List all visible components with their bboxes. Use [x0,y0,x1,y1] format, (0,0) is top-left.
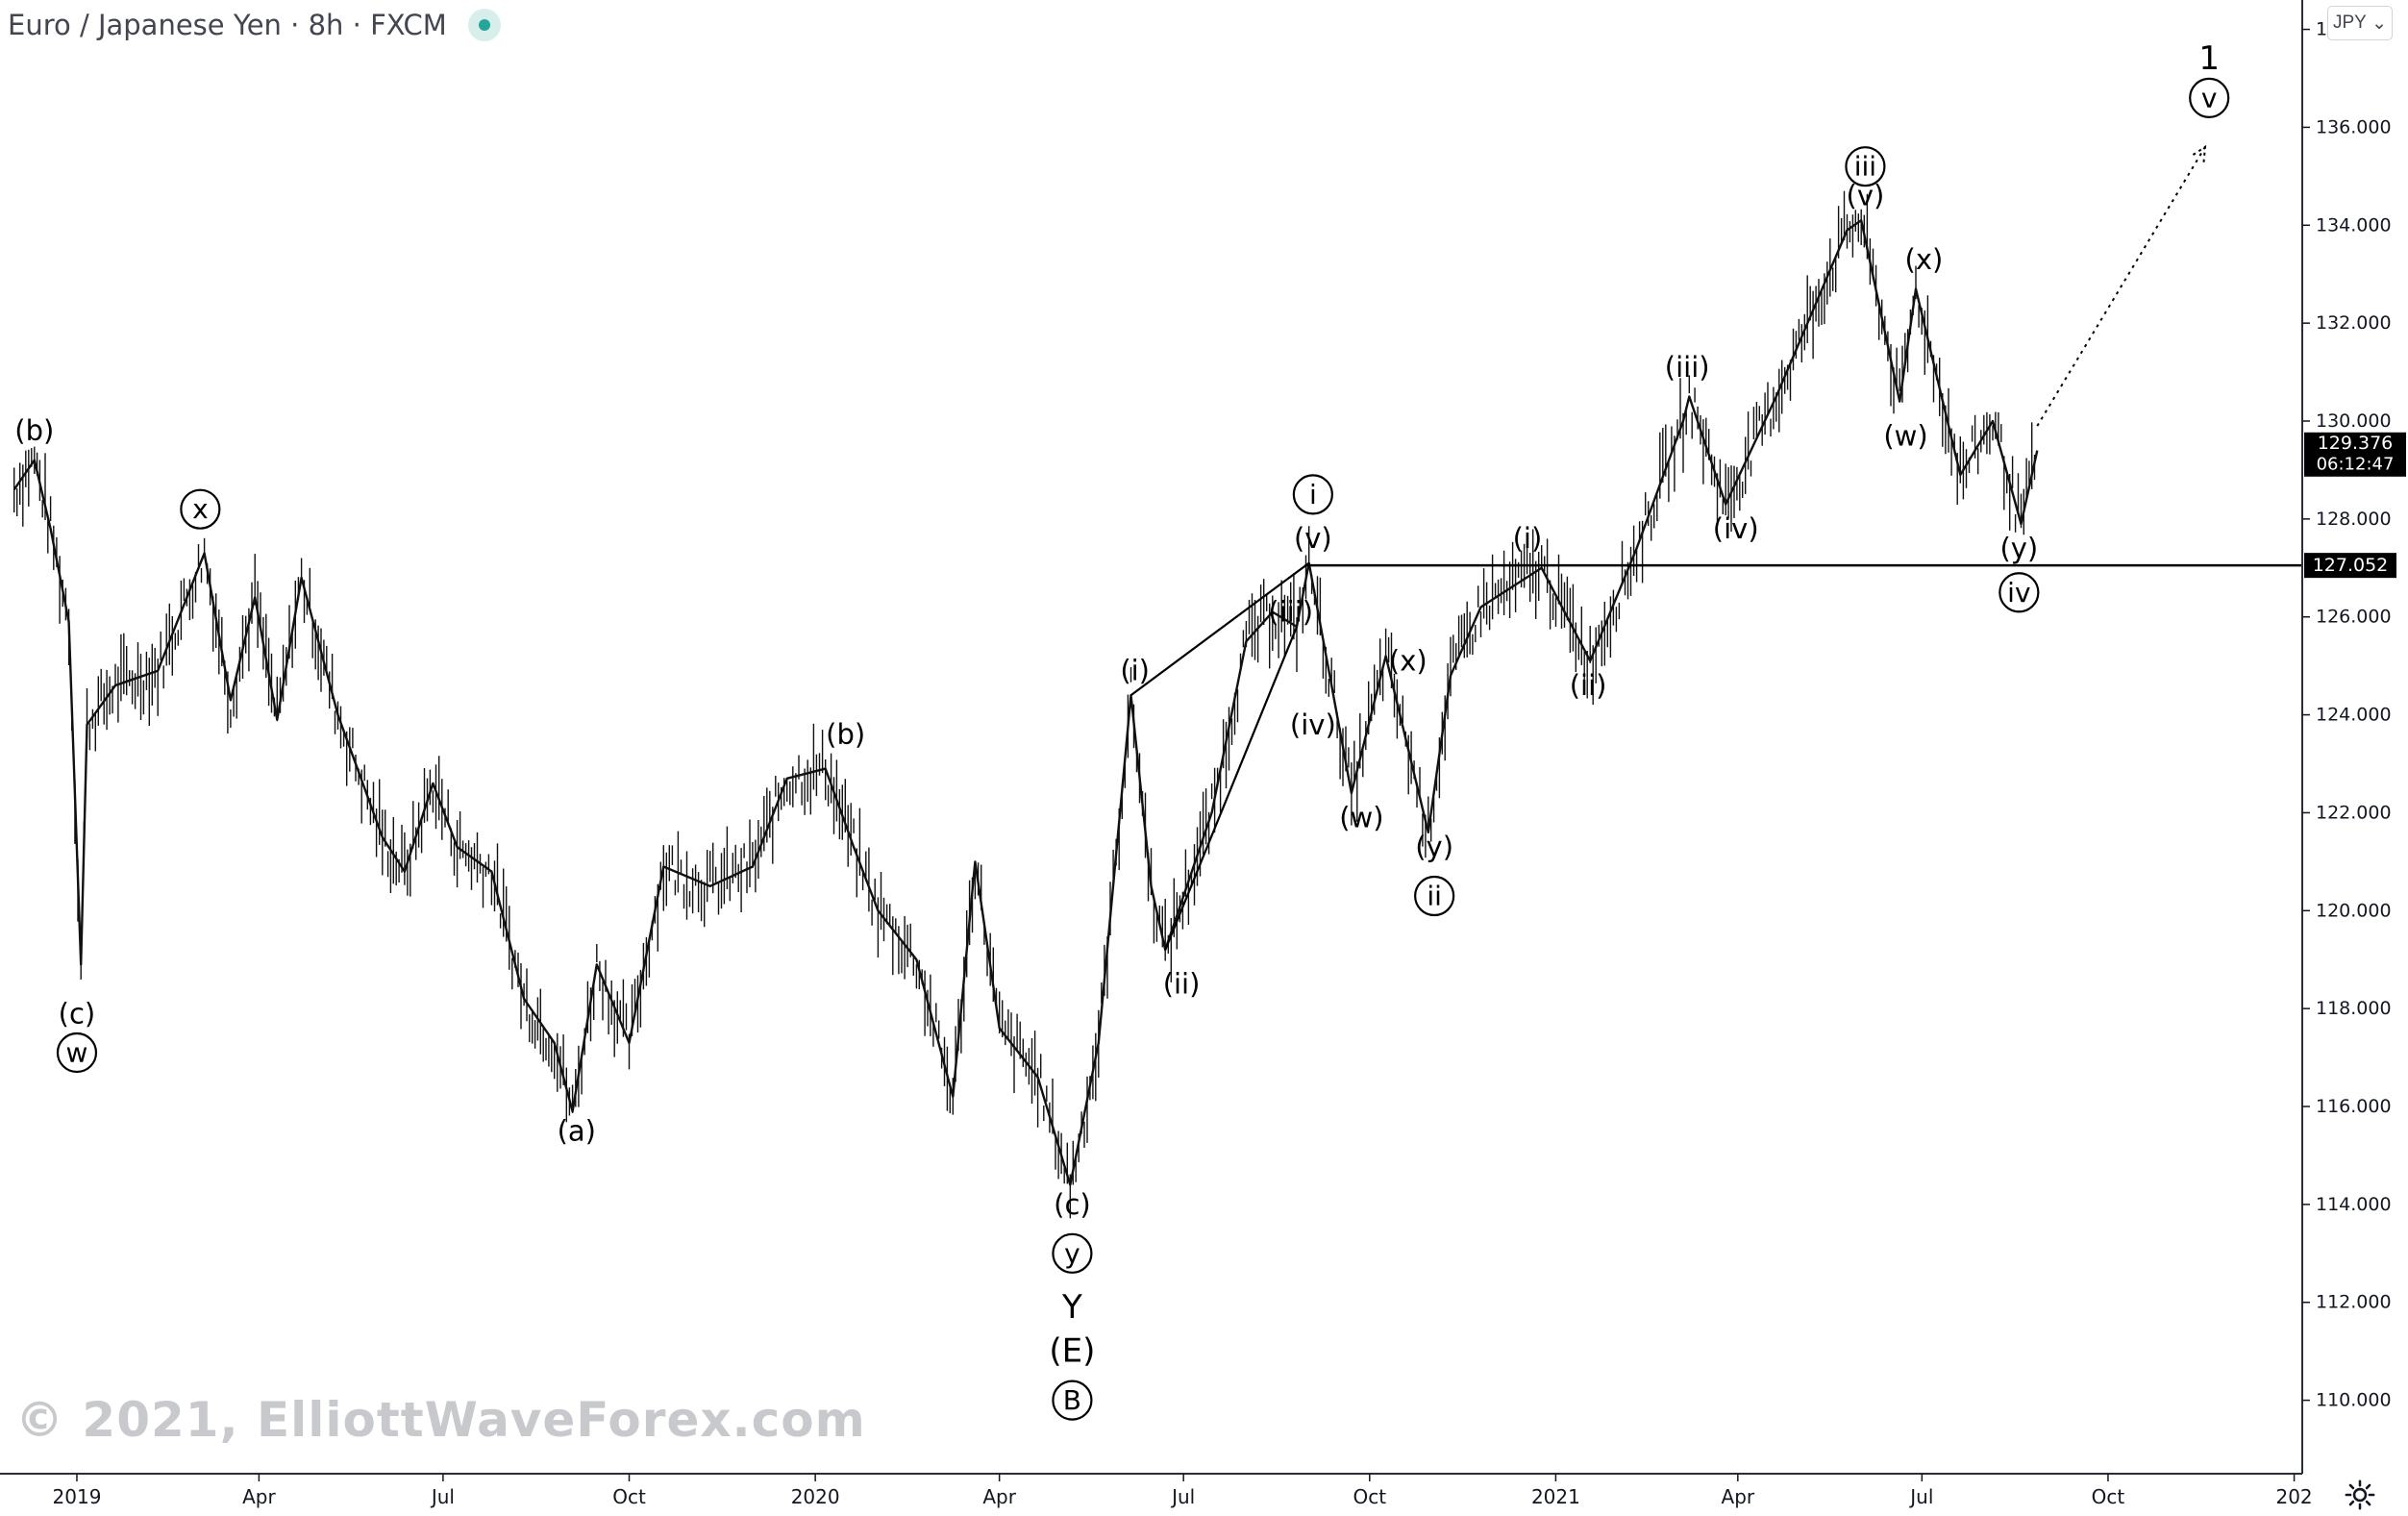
wave-label: (iii) [1665,351,1710,384]
chart-title: Euro / Japanese Yen · 8h · FXCM [8,4,501,46]
y-tick-label: 116.000 [2316,1096,2392,1117]
wave-label: i [1309,479,1317,510]
wave-label: ii [1427,881,1442,912]
x-tick-label: Apr [982,1485,1016,1508]
y-tick-label: 124.000 [2316,705,2392,726]
projection-arrow-line[interactable] [2036,146,2206,427]
symbol-name: Euro / Japanese Yen [8,9,282,41]
wave-label: (E) [1049,1332,1095,1371]
separator: · [343,9,371,41]
price-line [12,219,2039,1186]
wave-label: (y) [1415,831,1453,863]
wave-label: iii [1854,151,1876,183]
x-tick-label: 2021 [1531,1485,1580,1508]
y-tick-label: 120.000 [2316,900,2392,921]
y-tick-label: 136.000 [2316,116,2392,137]
last-price-badge [2304,432,2406,477]
wave-label: (w) [1339,802,1383,834]
wave-label: (i) [1120,655,1150,687]
wave-label: (w) [1883,419,1927,452]
trend-line[interactable] [1164,626,1299,951]
wave-label: w [66,1037,88,1069]
last-price-text: 129.376 [2318,433,2394,454]
wave-label: (i) [1513,522,1543,555]
x-tick-label: Jul [430,1485,455,1508]
wave-label: x [192,493,209,525]
wave-labels: (b) (c) w x (a) (b) (c) yY (E) B (i) (ii) (iii) (iv) (… [14,39,2230,1421]
x-tick-label: Jul [1170,1485,1195,1508]
x-tick-label: Oct [2092,1485,2125,1508]
wave-label-circle [1292,474,1333,515]
y-tick-label: 134.000 [2316,214,2392,236]
y-tick-label: 126.000 [2316,607,2392,628]
x-tick-label: 202 [2275,1485,2312,1508]
y-tick-label: 112.000 [2316,1292,2392,1313]
wave-label: v [2201,82,2218,113]
separator: · [281,9,309,41]
level-price-text: 127.052 [2313,555,2389,576]
wave-label: y [1064,1237,1080,1269]
wave-label: (y) [1999,532,2038,564]
y-tick-label: 122.000 [2316,802,2392,823]
live-status-icon [467,9,501,41]
x-tick-label: 2020 [791,1485,840,1508]
gear-icon[interactable] [2344,1479,2376,1511]
chevron-down-icon: ⌄ [2371,12,2388,34]
x-tick-label: 2019 [53,1485,102,1508]
wave-label: iv [2007,577,2030,609]
drawing-lines [1130,144,2302,951]
y-tick-label: 114.000 [2316,1194,2392,1215]
y-tick-label: 132.000 [2316,312,2392,334]
wave-label: (x) [1389,645,1427,678]
wave-label: (iv) [1713,512,1759,545]
trend-line[interactable] [1130,561,1310,697]
x-tick-label: Oct [1353,1485,1386,1508]
wave-label: (c) [1054,1188,1091,1221]
wave-label-circle [180,488,221,530]
interval-label[interactable]: 8h [308,9,344,41]
wave-label: 1 [2198,39,2220,78]
wave-label: (iv) [1290,708,1336,741]
wave-label: (ii) [1163,968,1201,1001]
x-tick-label: Jul [1908,1485,1933,1508]
wave-label: (ii) [1570,669,1607,702]
wave-label-circle [1845,146,1886,187]
source-label: FXCM [370,9,447,41]
countdown-text: 06:12:47 [2317,454,2395,474]
wave-label-circle [1052,1232,1093,1274]
wave-label-circle [1052,1379,1093,1421]
y-tick-label: 128.000 [2316,509,2392,530]
wave-label: Y [1061,1288,1082,1327]
wave-label: (a) [558,1114,596,1147]
wave-label: (iii) [1268,596,1313,629]
x-tick-label: Apr [242,1485,276,1508]
y-tick-label: 130.000 [2316,410,2392,432]
x-tick-label: Oct [612,1485,646,1508]
level-price-badge [2304,553,2396,579]
candle-wicks [12,190,2036,1219]
wave-label-circle [2189,77,2230,118]
wave-label: (x) [1905,243,1944,276]
wave-label: (b) [826,718,865,751]
wave-label-circle [1414,875,1455,917]
wave-label-circle [56,1031,98,1074]
projection-arrow-head [2192,144,2207,162]
x-tick-label: Apr [1722,1485,1755,1508]
currency-label: JPY [2332,12,2367,33]
y-tick-label: 110.000 [2316,1390,2392,1411]
wave-label: (b) [14,414,54,447]
y-tick-label: 118.000 [2316,998,2392,1019]
wave-label: (c) [59,997,96,1030]
wave-label: B [1063,1384,1081,1416]
watermark: © 2021, ElliottWaveForex.com [15,1392,866,1448]
price-series [12,190,2039,1219]
wave-label: (v) [1294,522,1332,555]
currency-button[interactable]: JPY ⌄ [2327,6,2393,40]
wave-label-circle [1998,572,2040,613]
